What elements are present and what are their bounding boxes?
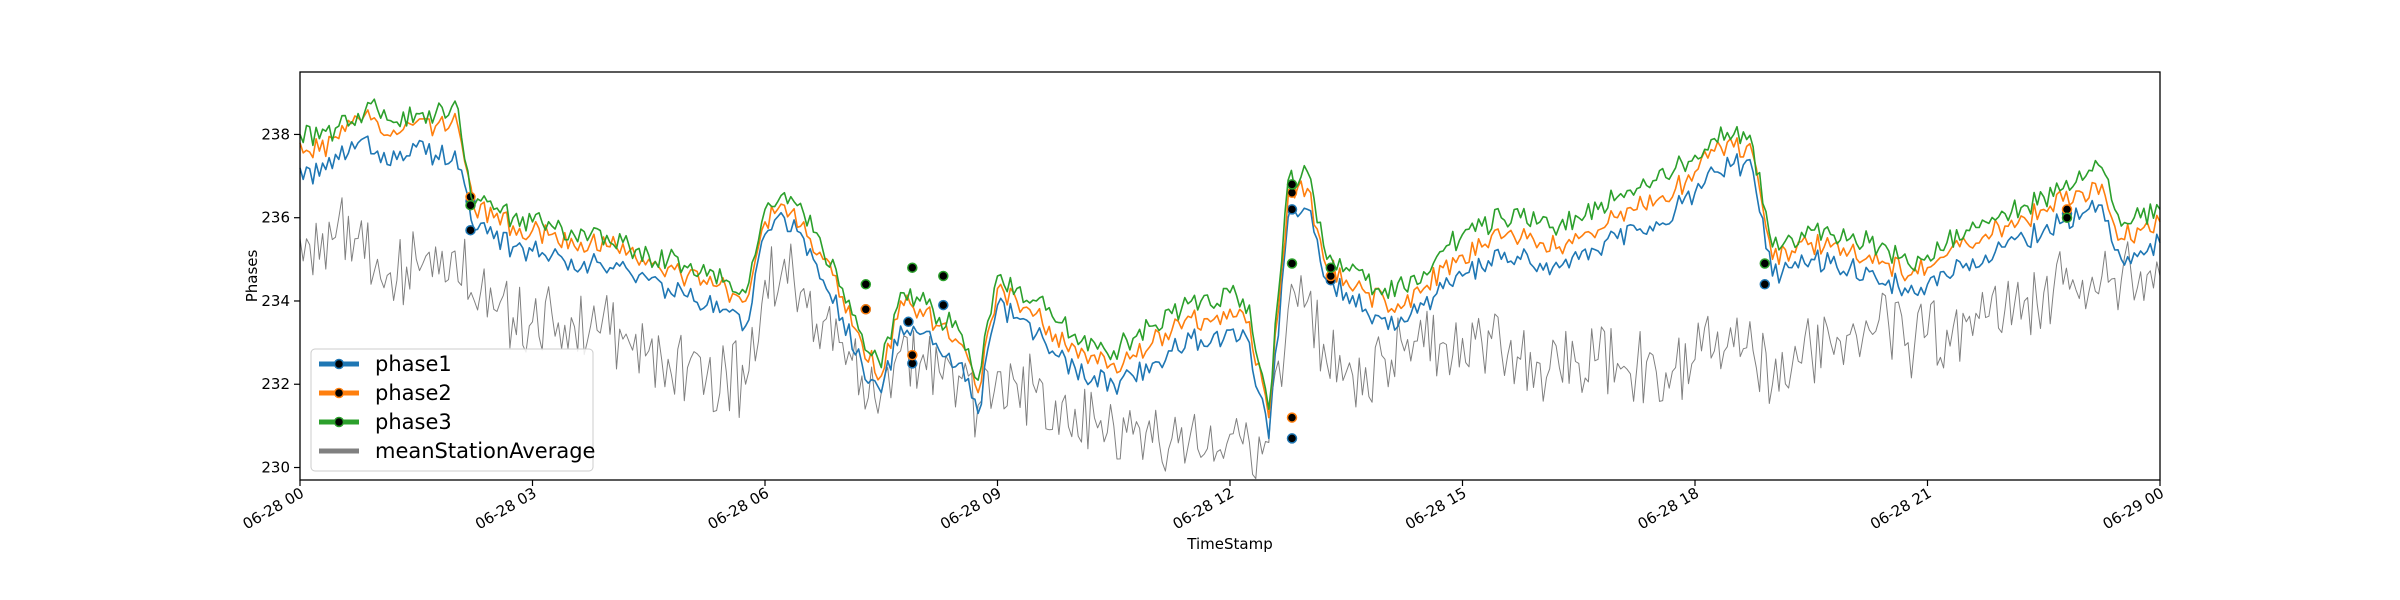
data-point-marker (1286, 433, 1298, 444)
x-tick-label: 06-28 09 (937, 484, 1004, 533)
x-tick-label: 06-28 12 (1170, 484, 1237, 533)
data-point-marker (1286, 258, 1298, 269)
y-tick-label: 234 (261, 292, 290, 310)
x-tick-label: 06-28 21 (1867, 484, 1934, 533)
legend-marker (333, 416, 345, 428)
data-point-marker (1759, 258, 1771, 269)
series-line-phase2 (299, 109, 2161, 419)
legend-label-phase2: phase2 (375, 381, 452, 405)
series-line-meanStationAverage (299, 197, 2161, 480)
x-tick-label: 06-28 03 (472, 484, 539, 533)
series-line-phase3 (299, 98, 2161, 410)
y-axis: 230 232 234 236 238 (261, 125, 300, 477)
data-point-marker (907, 262, 918, 273)
x-tick-label: 06-28 00 (240, 484, 307, 533)
data-point-marker (465, 224, 476, 236)
legend-marker (333, 387, 345, 399)
data-point-marker (938, 299, 949, 311)
y-tick-label: 238 (261, 125, 290, 143)
data-point-marker (1286, 204, 1298, 215)
data-point-marker (860, 304, 872, 315)
x-tick-label: 06-28 18 (1635, 484, 1702, 533)
data-point-marker (1759, 279, 1771, 290)
x-tick-label: 06-28 15 (1402, 484, 1469, 533)
legend-label-meanStationAverage: meanStationAverage (375, 439, 595, 463)
legend-box (310, 348, 594, 472)
x-tick-label: 06-28 06 (705, 484, 772, 533)
data-point-marker (903, 316, 914, 328)
y-tick-label: 230 (261, 459, 290, 477)
y-axis-label: Phases (243, 250, 261, 303)
legend-marker (333, 358, 345, 370)
data-point-marker (1325, 262, 1337, 273)
data-point-marker (465, 199, 476, 211)
series-line-phase1 (299, 135, 2161, 440)
series-layer (299, 98, 2161, 480)
x-tick-label: 06-29 00 (2100, 484, 2167, 533)
data-point-marker (2061, 212, 2073, 223)
data-point-marker (938, 270, 949, 282)
legend-label-phase1: phase1 (375, 352, 452, 376)
x-axis: 06-28 00 06-28 03 06-28 06 06-28 09 06-28 12… (240, 480, 2167, 533)
y-tick-label: 232 (261, 375, 290, 393)
x-axis-label: TimeStamp (1186, 535, 1272, 553)
data-point-marker (1286, 412, 1298, 423)
legend: phase1 phase2 phase3 meanStationAverage (310, 348, 595, 472)
data-point-marker (907, 349, 918, 361)
legend-label-phase3: phase3 (375, 410, 452, 434)
y-tick-label: 236 (261, 209, 290, 227)
data-point-marker (1286, 179, 1298, 190)
data-point-marker (860, 279, 872, 290)
